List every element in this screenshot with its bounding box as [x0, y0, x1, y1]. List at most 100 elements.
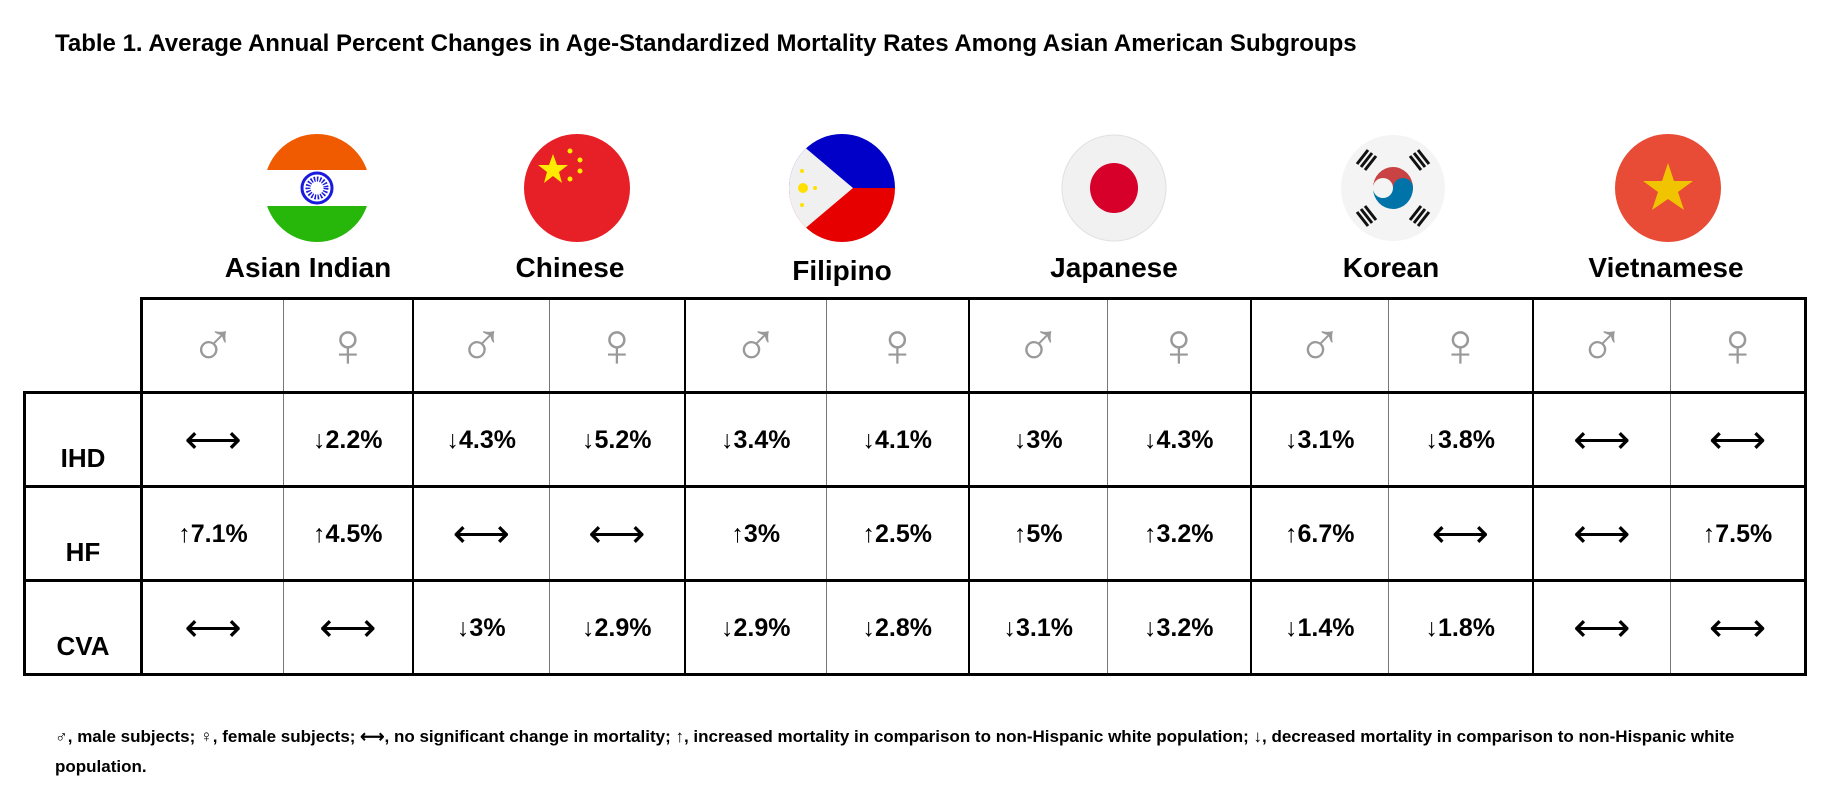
male-icon: ♂	[1296, 310, 1344, 380]
percent-change-value: ↓1.8%	[1425, 613, 1495, 642]
percent-change-value: ↓1.4%	[1285, 613, 1355, 642]
table-row-cva: CVA ⟷ ⟷ ↓3% ↓2.9% ↓2.9% ↓2.8% ↓3.1% ↓3.2% ↓1.4% ↓1…	[23, 579, 1807, 676]
no-change-icon: ⟷	[588, 511, 646, 556]
percent-change-value: ↓2.8%	[862, 613, 932, 642]
percent-change-value: ↑2.5%	[862, 519, 932, 548]
india-flag-icon	[264, 134, 370, 242]
female-icon: ♀	[324, 310, 372, 380]
percent-change-value: ↑7.1%	[178, 519, 248, 548]
vietnam-flag-icon	[1615, 134, 1721, 242]
female-value-cell: ⟷	[1388, 485, 1534, 582]
male-icon: ♂	[732, 310, 780, 380]
male-value-cell: ↓3.4%	[684, 391, 827, 488]
male-header: ♂	[1532, 297, 1671, 393]
no-change-icon: ⟷	[184, 605, 242, 650]
percent-change-value: ↑7.5%	[1702, 519, 1773, 548]
male-value-cell: ↓1.4%	[1250, 579, 1389, 676]
male-icon: ♂	[189, 310, 237, 380]
male-value-cell: ⟷	[412, 485, 550, 582]
percent-change-value: ↑6.7%	[1285, 519, 1355, 548]
male-value-cell: ⟷	[1532, 579, 1671, 676]
percent-change-value: ↓2.9%	[582, 613, 652, 642]
male-value-cell: ↑6.7%	[1250, 485, 1389, 582]
percent-change-value: ↑5%	[1013, 519, 1063, 548]
female-value-cell: ↓2.2%	[283, 391, 414, 488]
female-header: ♀	[283, 297, 414, 393]
percent-change-value: ↓4.1%	[862, 425, 932, 454]
philippines-flag-icon	[789, 134, 895, 242]
female-icon: ♀	[1714, 310, 1761, 380]
female-value-cell: ↑7.5%	[1670, 485, 1807, 582]
percent-change-value: ↓2.9%	[721, 613, 791, 642]
no-change-icon: ⟷	[1708, 417, 1767, 462]
table-title: Table 1. Average Annual Percent Changes …	[55, 30, 1357, 57]
female-value-cell: ↑4.5%	[283, 485, 414, 582]
male-value-cell: ↓3.1%	[1250, 391, 1389, 488]
male-header: ♂	[1250, 297, 1389, 393]
female-icon: ♀	[874, 310, 921, 380]
no-change-icon: ⟷	[452, 511, 510, 556]
percent-change-value: ↓5.2%	[582, 425, 652, 454]
percent-change-value: ↓3%	[1013, 425, 1063, 454]
percent-change-value: ↓3.4%	[721, 425, 791, 454]
male-icon: ♂	[458, 310, 505, 380]
male-icon: ♂	[1015, 310, 1062, 380]
female-header: ♀	[826, 297, 970, 393]
percent-change-value: ↑3.2%	[1144, 519, 1214, 548]
china-flag-icon	[524, 134, 630, 242]
sex-header-row: ♂ ♀ ♂ ♀ ♂ ♀ ♂ ♀ ♂ ♀ ♂ ♀	[24, 297, 1807, 394]
table-row-hf: HF ↑7.1% ↑4.5% ⟷ ⟷ ↑3% ↑2.5% ↑5% ↑3.2% ↑6.7% ⟷ ⟷ ↑7.…	[23, 485, 1807, 582]
row-label: CVA	[23, 579, 143, 676]
male-value-cell: ↓4.3%	[412, 391, 550, 488]
no-change-icon: ⟷	[1431, 511, 1489, 556]
male-icon: ♂	[1578, 310, 1626, 380]
no-change-icon: ⟷	[319, 605, 377, 650]
female-value-cell: ↓2.9%	[549, 579, 686, 676]
female-header: ♀	[1388, 297, 1534, 393]
country-name-vietnamese: Vietnamese	[1588, 252, 1744, 283]
female-value-cell: ⟷	[549, 485, 686, 582]
female-header: ♀	[1107, 297, 1252, 393]
female-value-cell: ↓4.1%	[826, 391, 970, 488]
percent-change-value: ↓3.1%	[1003, 613, 1073, 642]
table-row-ihd: IHD ⟷ ↓2.2% ↓4.3% ↓5.2% ↓3.4% ↓4.1% ↓3% ↓4.3% ↓3.…	[23, 391, 1807, 488]
female-header: ♀	[549, 297, 686, 393]
country-name-korean: Korean	[1342, 252, 1440, 283]
male-value-cell: ↓3.1%	[968, 579, 1108, 676]
japan-flag-icon	[1061, 134, 1167, 242]
country-name-filipino: Filipino	[792, 255, 892, 286]
footnote: ♂, male subjects; ♀, female subjects; ⟷,…	[55, 727, 1735, 776]
male-value-cell: ↓2.9%	[684, 579, 827, 676]
percent-change-value: ↓3%	[456, 613, 506, 642]
female-value-cell: ↓4.3%	[1107, 391, 1252, 488]
female-value-cell: ↓5.2%	[549, 391, 686, 488]
no-change-icon: ⟷	[1573, 605, 1631, 650]
female-value-cell: ↓2.8%	[826, 579, 970, 676]
percent-change-value: ↓2.2%	[313, 425, 383, 454]
row-label: HF	[23, 485, 143, 582]
male-value-cell: ↓3%	[412, 579, 550, 676]
male-value-cell: ↑7.1%	[141, 485, 284, 582]
male-value-cell: ⟷	[1532, 485, 1671, 582]
female-header: ♀	[1670, 297, 1807, 393]
male-value-cell: ↓3%	[968, 391, 1108, 488]
male-value-cell: ⟷	[1532, 391, 1671, 488]
female-value-cell: ⟷	[283, 579, 414, 676]
row-label: IHD	[23, 391, 143, 488]
percent-change-value: ↓3.2%	[1144, 613, 1214, 642]
percent-change-value: ↓4.3%	[446, 425, 516, 454]
male-header: ♂	[968, 297, 1108, 393]
female-value-cell: ↓3.2%	[1107, 579, 1252, 676]
percent-change-value: ↑4.5%	[313, 519, 383, 548]
female-icon: ♀	[1155, 310, 1203, 380]
male-header: ♂	[684, 297, 827, 393]
male-value-cell: ⟷	[141, 579, 284, 676]
blank-corner	[24, 298, 143, 394]
male-value-cell: ↑3%	[684, 485, 827, 582]
country-name-chinese: Chinese	[515, 252, 625, 283]
country-name-asian-indian: Asian Indian	[224, 252, 392, 283]
no-change-icon: ⟷	[1573, 511, 1631, 556]
female-value-cell: ↓3.8%	[1388, 391, 1534, 488]
country-name-japanese: Japanese	[1050, 252, 1178, 283]
female-value-cell: ⟷	[1670, 579, 1807, 676]
